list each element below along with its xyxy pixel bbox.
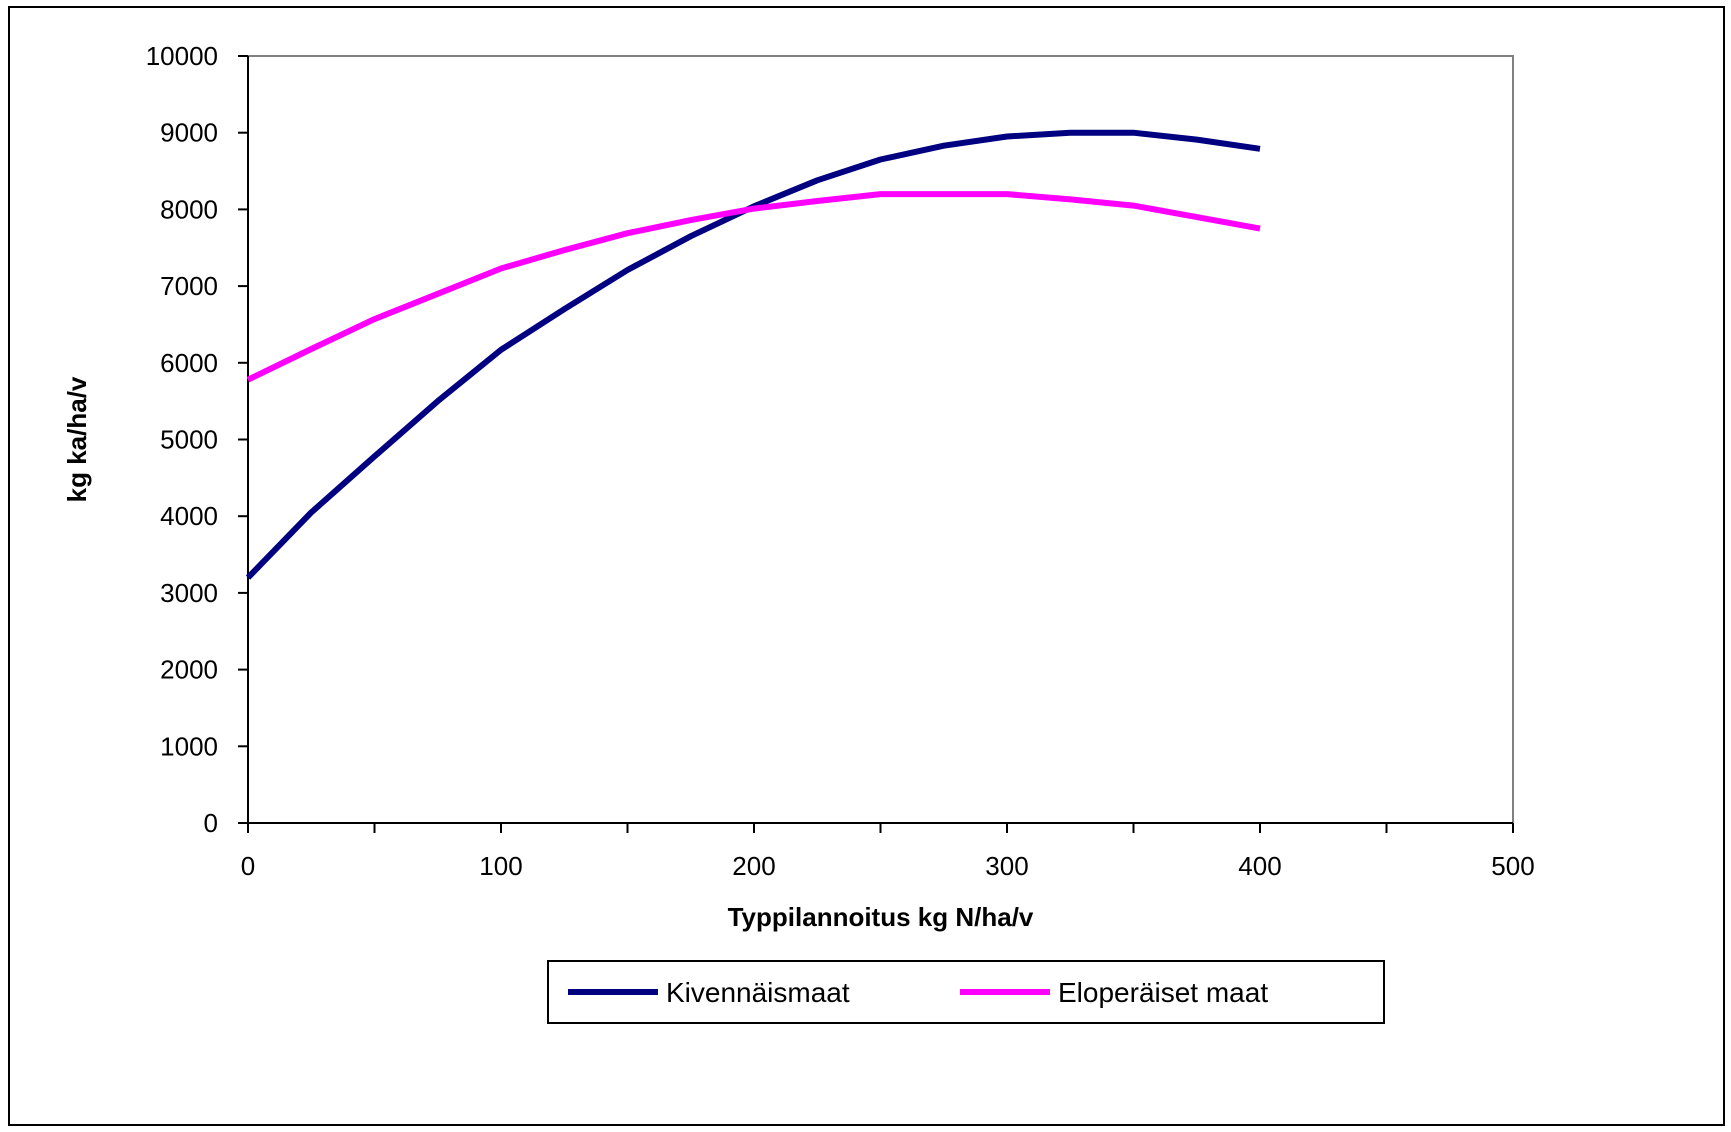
plot-area xyxy=(247,55,1514,824)
series-line-kivennaismaat xyxy=(245,129,1261,580)
y-tick-label: 7000 xyxy=(160,271,218,301)
y-tick-label: 3000 xyxy=(160,578,218,608)
x-tick-label: 300 xyxy=(985,851,1028,881)
y-tick-label: 4000 xyxy=(160,501,218,531)
legend: Kivennäismaat Eloperäiset maat xyxy=(547,960,1385,1024)
y-axis-title: kg ka/ha/v xyxy=(62,376,92,502)
y-tick-label: 10000 xyxy=(146,41,218,71)
y-tick-label: 1000 xyxy=(160,731,218,761)
x-tick-label: 200 xyxy=(732,851,775,881)
x-tick-label: 100 xyxy=(479,851,522,881)
plot-area-border xyxy=(247,55,1514,824)
y-tick-label: 9000 xyxy=(160,118,218,148)
y-tick-label: 8000 xyxy=(160,194,218,224)
y-tick-label: 0 xyxy=(204,808,218,838)
y-tick-label: 2000 xyxy=(160,655,218,685)
x-tick-label: 0 xyxy=(241,851,255,881)
x-tick-label: 400 xyxy=(1238,851,1281,881)
x-tick-label: 500 xyxy=(1491,851,1534,881)
legend-label-eloperaiset-maat: Eloperäiset maat xyxy=(1058,977,1268,1008)
y-tick-label: 5000 xyxy=(160,425,218,455)
series-line-eloperaiset-maat xyxy=(246,191,1261,383)
legend-label-kivennaismaat: Kivennäismaat xyxy=(666,977,850,1008)
y-tick-label: 6000 xyxy=(160,348,218,378)
x-axis-title: Typpilannoitus kg N/ha/v xyxy=(728,902,1034,932)
series-lines xyxy=(245,129,1261,580)
axes: 0100020003000400050006000700080009000100… xyxy=(146,41,1535,881)
